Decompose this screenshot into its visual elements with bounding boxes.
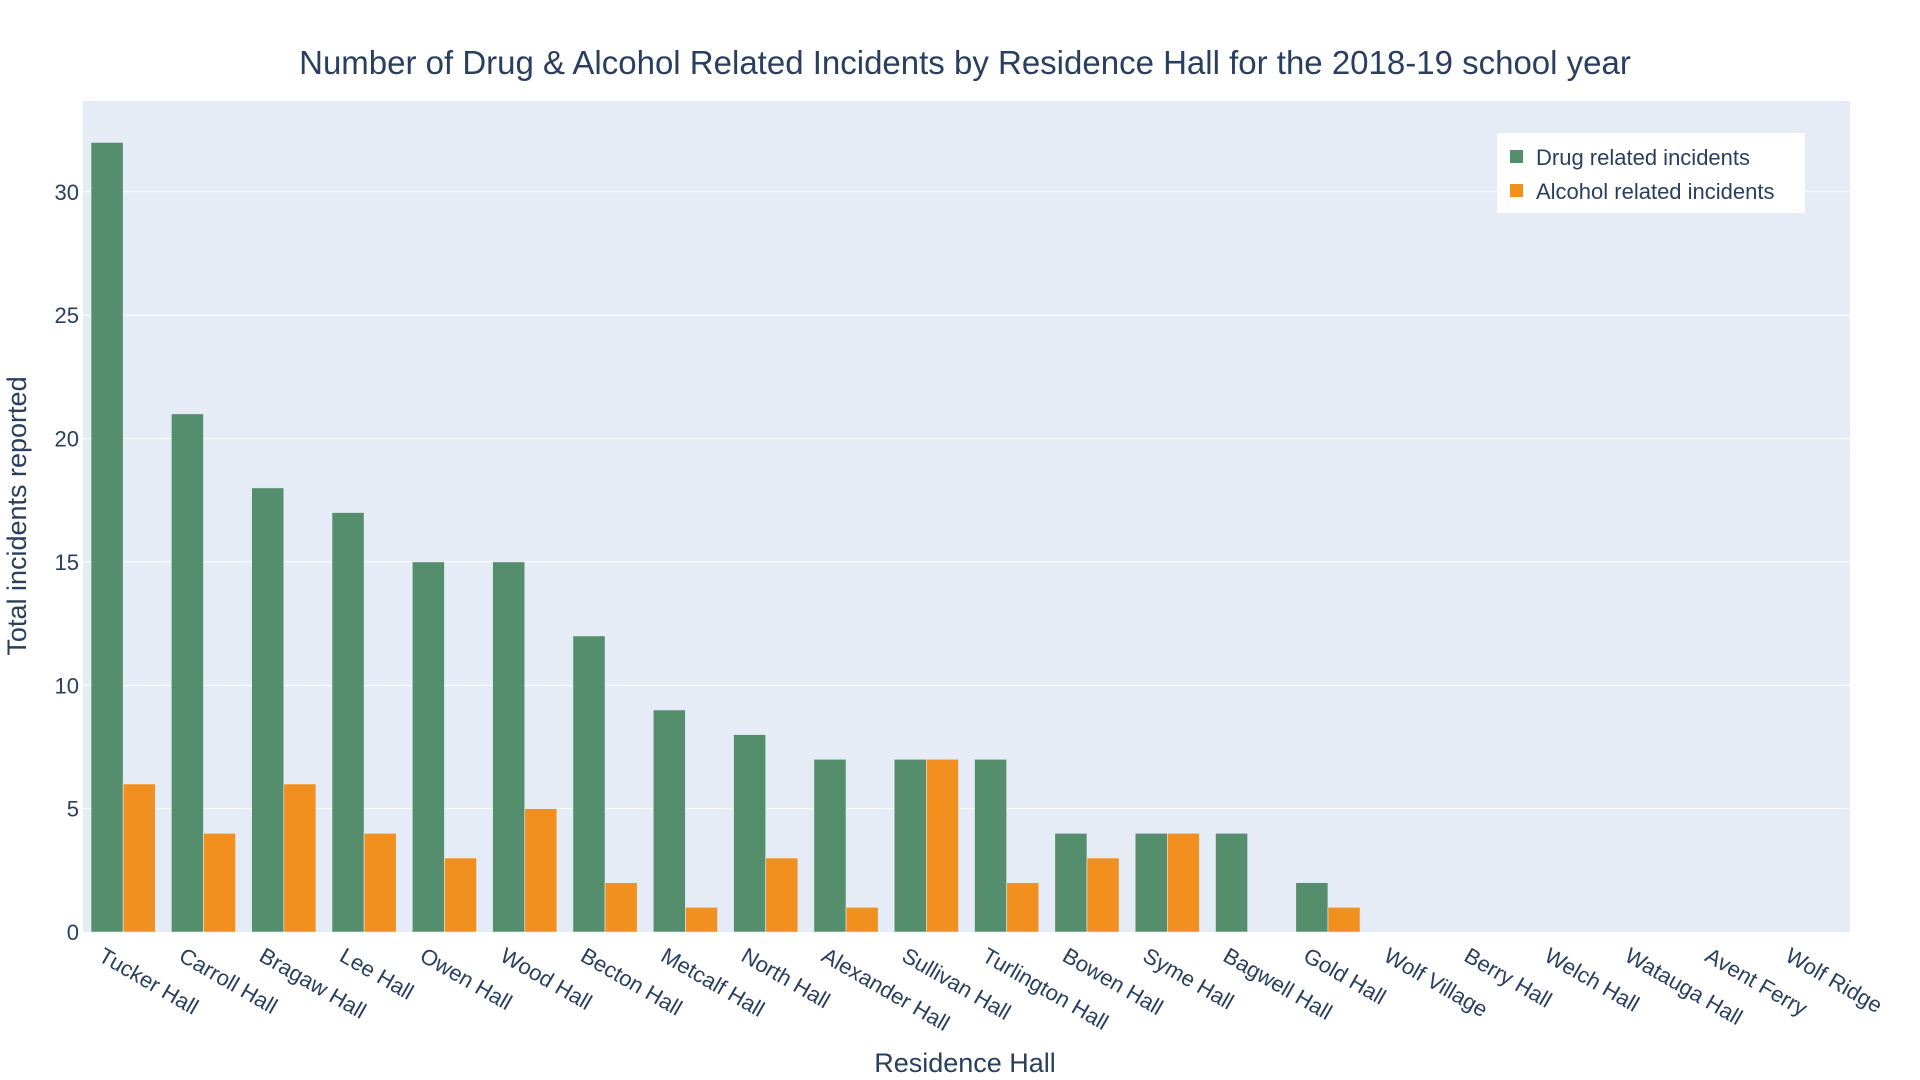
- legend-label-drug: Drug related incidents: [1536, 145, 1750, 170]
- drug-bar: [1215, 833, 1248, 933]
- y-tick-label: 15: [55, 550, 79, 575]
- alcohol-bar: [524, 808, 558, 933]
- alcohol-bar: [926, 758, 959, 933]
- legend-swatch-alcohol: [1510, 184, 1523, 197]
- drug-bar: [813, 758, 847, 933]
- y-tick-label: 20: [55, 427, 79, 452]
- alcohol-bar: [1327, 907, 1361, 933]
- plot-area: [83, 101, 1850, 932]
- legend-swatch-drug: [1510, 150, 1523, 163]
- drug-bar: [1295, 882, 1329, 933]
- y-tick-label: 30: [55, 180, 79, 205]
- drug-bar: [652, 709, 686, 933]
- x-tick-label: Owen Hall: [416, 943, 516, 1015]
- y-tick-label: 25: [55, 303, 79, 328]
- drug-bar: [893, 758, 927, 933]
- drug-bar: [572, 635, 606, 933]
- alcohol-bar: [283, 783, 317, 933]
- alcohol-bar: [1006, 882, 1040, 933]
- alcohol-bar: [1166, 833, 1200, 933]
- drug-bar: [974, 758, 1007, 933]
- alcohol-bar: [444, 857, 477, 933]
- drug-bar: [171, 413, 204, 933]
- legend-box: [1497, 133, 1805, 213]
- y-tick-label: 5: [67, 797, 79, 822]
- alcohol-bar: [765, 857, 799, 933]
- drug-bar: [1134, 833, 1168, 933]
- chart-title: Number of Drug & Alcohol Related Inciden…: [299, 44, 1631, 81]
- drug-bar: [492, 561, 526, 933]
- alcohol-bar: [685, 907, 718, 933]
- legend-label-alcohol: Alcohol related incidents: [1536, 179, 1774, 204]
- drug-bar: [733, 734, 767, 933]
- x-axis-title: Residence Hall: [874, 1048, 1056, 1078]
- drug-bar: [412, 561, 445, 933]
- legend: Drug related incidents Alcohol related i…: [1497, 133, 1805, 213]
- alcohol-bar: [363, 833, 397, 933]
- drug-bar: [251, 487, 285, 933]
- alcohol-bar: [1086, 857, 1120, 933]
- y-axis-title: Total incidents reported: [2, 376, 32, 655]
- drug-bar: [331, 512, 365, 933]
- bars: [90, 142, 1361, 933]
- alcohol-bar: [203, 833, 236, 933]
- y-tick-label: 10: [55, 673, 79, 698]
- y-axis-ticks: 0 5 10 15 20 25 30: [55, 180, 79, 945]
- alcohol-bar: [845, 907, 879, 933]
- y-tick-label: 0: [67, 920, 79, 945]
- x-tick-label: Wood Hall: [496, 943, 596, 1015]
- alcohol-bar: [604, 882, 638, 933]
- drug-bar: [90, 142, 124, 933]
- alcohol-bar: [122, 783, 156, 933]
- drug-bar: [1054, 833, 1088, 933]
